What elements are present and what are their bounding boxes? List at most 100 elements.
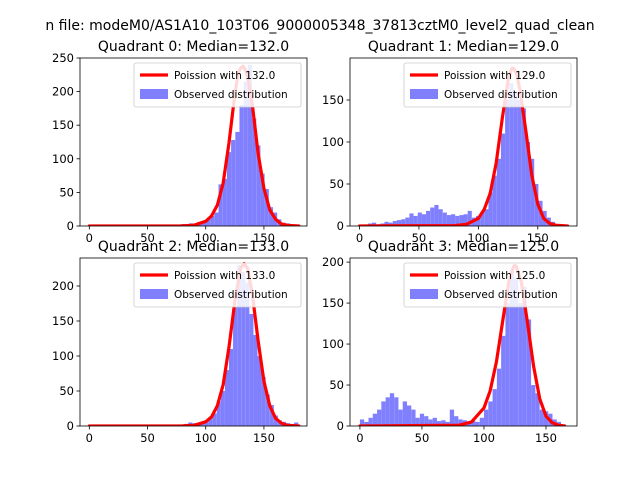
legend-bar-swatch [410, 289, 438, 299]
x-tick-label: 150 [527, 231, 549, 245]
legend-entry-poisson: Poission with 133.0 [174, 270, 275, 282]
histogram-bar [411, 409, 416, 426]
histogram-bar [220, 391, 225, 426]
y-tick-label: 150 [322, 296, 344, 310]
histogram-bar [384, 221, 389, 226]
histogram-bar [518, 303, 523, 426]
histogram-bar [269, 405, 274, 426]
histogram-bar [505, 303, 510, 426]
y-tick-label: 0 [67, 419, 74, 433]
histogram-bar [409, 213, 414, 226]
histogram-bar [256, 145, 261, 226]
histogram-bar [257, 356, 262, 426]
y-tick-label: 200 [322, 255, 344, 269]
subplot-3: 0 50 100 150 0 50 100 150 200 Quadrant 3: Median=… [322, 239, 578, 445]
axes-frame [79, 257, 308, 427]
legend: Poission with 132.0 Observed distribution [133, 62, 302, 108]
histogram-bar [419, 413, 425, 426]
histogram-bar [428, 419, 433, 426]
x-tick-label: 50 [140, 231, 155, 245]
x-tick-label: 0 [86, 431, 93, 445]
x-tick-label: 0 [356, 431, 363, 445]
histogram-bar [438, 209, 443, 226]
histogram-bar [526, 319, 532, 426]
histogram-bar [539, 409, 544, 426]
histogram-bar [513, 91, 518, 226]
histogram-bar [492, 389, 497, 426]
y-tick-label: 200 [52, 279, 74, 293]
subplot-2: 0 50 100 150 0 50 100 150 200 Quadrant 2: Median=… [52, 239, 308, 445]
x-tick-label: 100 [195, 231, 217, 245]
histogram-bar [205, 219, 211, 226]
histogram-bar [451, 214, 456, 226]
x-tick-label: 100 [467, 231, 489, 245]
y-tick-label: 100 [322, 337, 344, 351]
histogram-bar [415, 417, 420, 426]
histogram-bar [513, 278, 519, 426]
histogram-bar [454, 416, 459, 426]
histogram-bar [505, 100, 510, 226]
subplot-0: 0 50 100 150 0 50 100 150 200 250 Quadrant 0: Medi… [52, 39, 308, 245]
histogram-bar [216, 401, 221, 426]
histogram-bar [442, 212, 447, 226]
legend-entry-poisson: Poission with 129.0 [444, 70, 545, 82]
histogram-bar [222, 178, 227, 226]
axes-frame [349, 257, 578, 427]
subplot-title: Quadrant 3: Median=125.0 [368, 239, 559, 255]
histogram-bar [239, 105, 244, 226]
histogram-bar [398, 409, 403, 426]
histogram-bar [535, 393, 540, 426]
legend: Poission with 133.0 Observed distribution [133, 262, 302, 308]
histogram-bar [463, 214, 468, 226]
histogram-bar [405, 217, 410, 226]
histogram-bar [381, 401, 386, 426]
histogram-bar [426, 210, 431, 226]
histogram-bar [459, 215, 464, 226]
subplot-title: Quadrant 1: Median=129.0 [368, 39, 559, 55]
histogram-bar [484, 409, 489, 426]
histogram-bar [430, 207, 435, 226]
histogram-bar [479, 417, 485, 426]
histogram-bar [214, 212, 219, 226]
histogram-bar [421, 214, 427, 226]
x-tick-label: 100 [473, 431, 495, 445]
histogram-bar [372, 413, 378, 426]
histogram-bar [534, 184, 539, 226]
histogram-bar [364, 421, 369, 426]
histogram-bar [368, 417, 373, 426]
histogram-bar [371, 222, 377, 226]
histogram-bar [480, 212, 485, 226]
histogram-bar [484, 209, 489, 226]
histogram-bar [496, 158, 501, 226]
y-tick-label: 0 [67, 219, 74, 233]
legend-entry-poisson: Poission with 125.0 [444, 270, 545, 282]
y-tick-label: 50 [59, 185, 74, 199]
histogram-bar [401, 219, 406, 226]
histogram-bar [233, 307, 238, 426]
histogram-bar [406, 405, 412, 426]
histogram-bar [458, 419, 463, 426]
histogram-bar [385, 397, 390, 426]
y-tick-label: 150 [52, 314, 74, 328]
histogram-bar [501, 335, 506, 426]
y-tick-label: 50 [329, 378, 344, 392]
legend: Poission with 125.0 Observed distribution [403, 262, 572, 308]
histogram-bar [252, 118, 257, 226]
histogram-bar [424, 416, 429, 426]
histogram-bar [245, 282, 250, 426]
histogram-bar [235, 131, 240, 226]
y-tick-label: 0 [337, 219, 344, 233]
histogram-bar [531, 385, 536, 426]
histogram-bar [475, 215, 481, 226]
histogram-bar [475, 421, 480, 426]
histogram-bar [446, 215, 452, 226]
subplot-1: 0 50 100 150 0 50 100 150 Quadrant 1: Median=129… [322, 39, 578, 245]
histogram-bar [509, 83, 514, 226]
legend-entry-observed: Observed distribution [174, 89, 288, 101]
histogram-bar [264, 189, 269, 226]
histogram-bar [261, 377, 266, 426]
histogram-bar [226, 152, 232, 226]
y-tick-label: 100 [322, 135, 344, 149]
y-tick-label: 100 [52, 349, 74, 363]
histogram-bar [488, 192, 493, 226]
